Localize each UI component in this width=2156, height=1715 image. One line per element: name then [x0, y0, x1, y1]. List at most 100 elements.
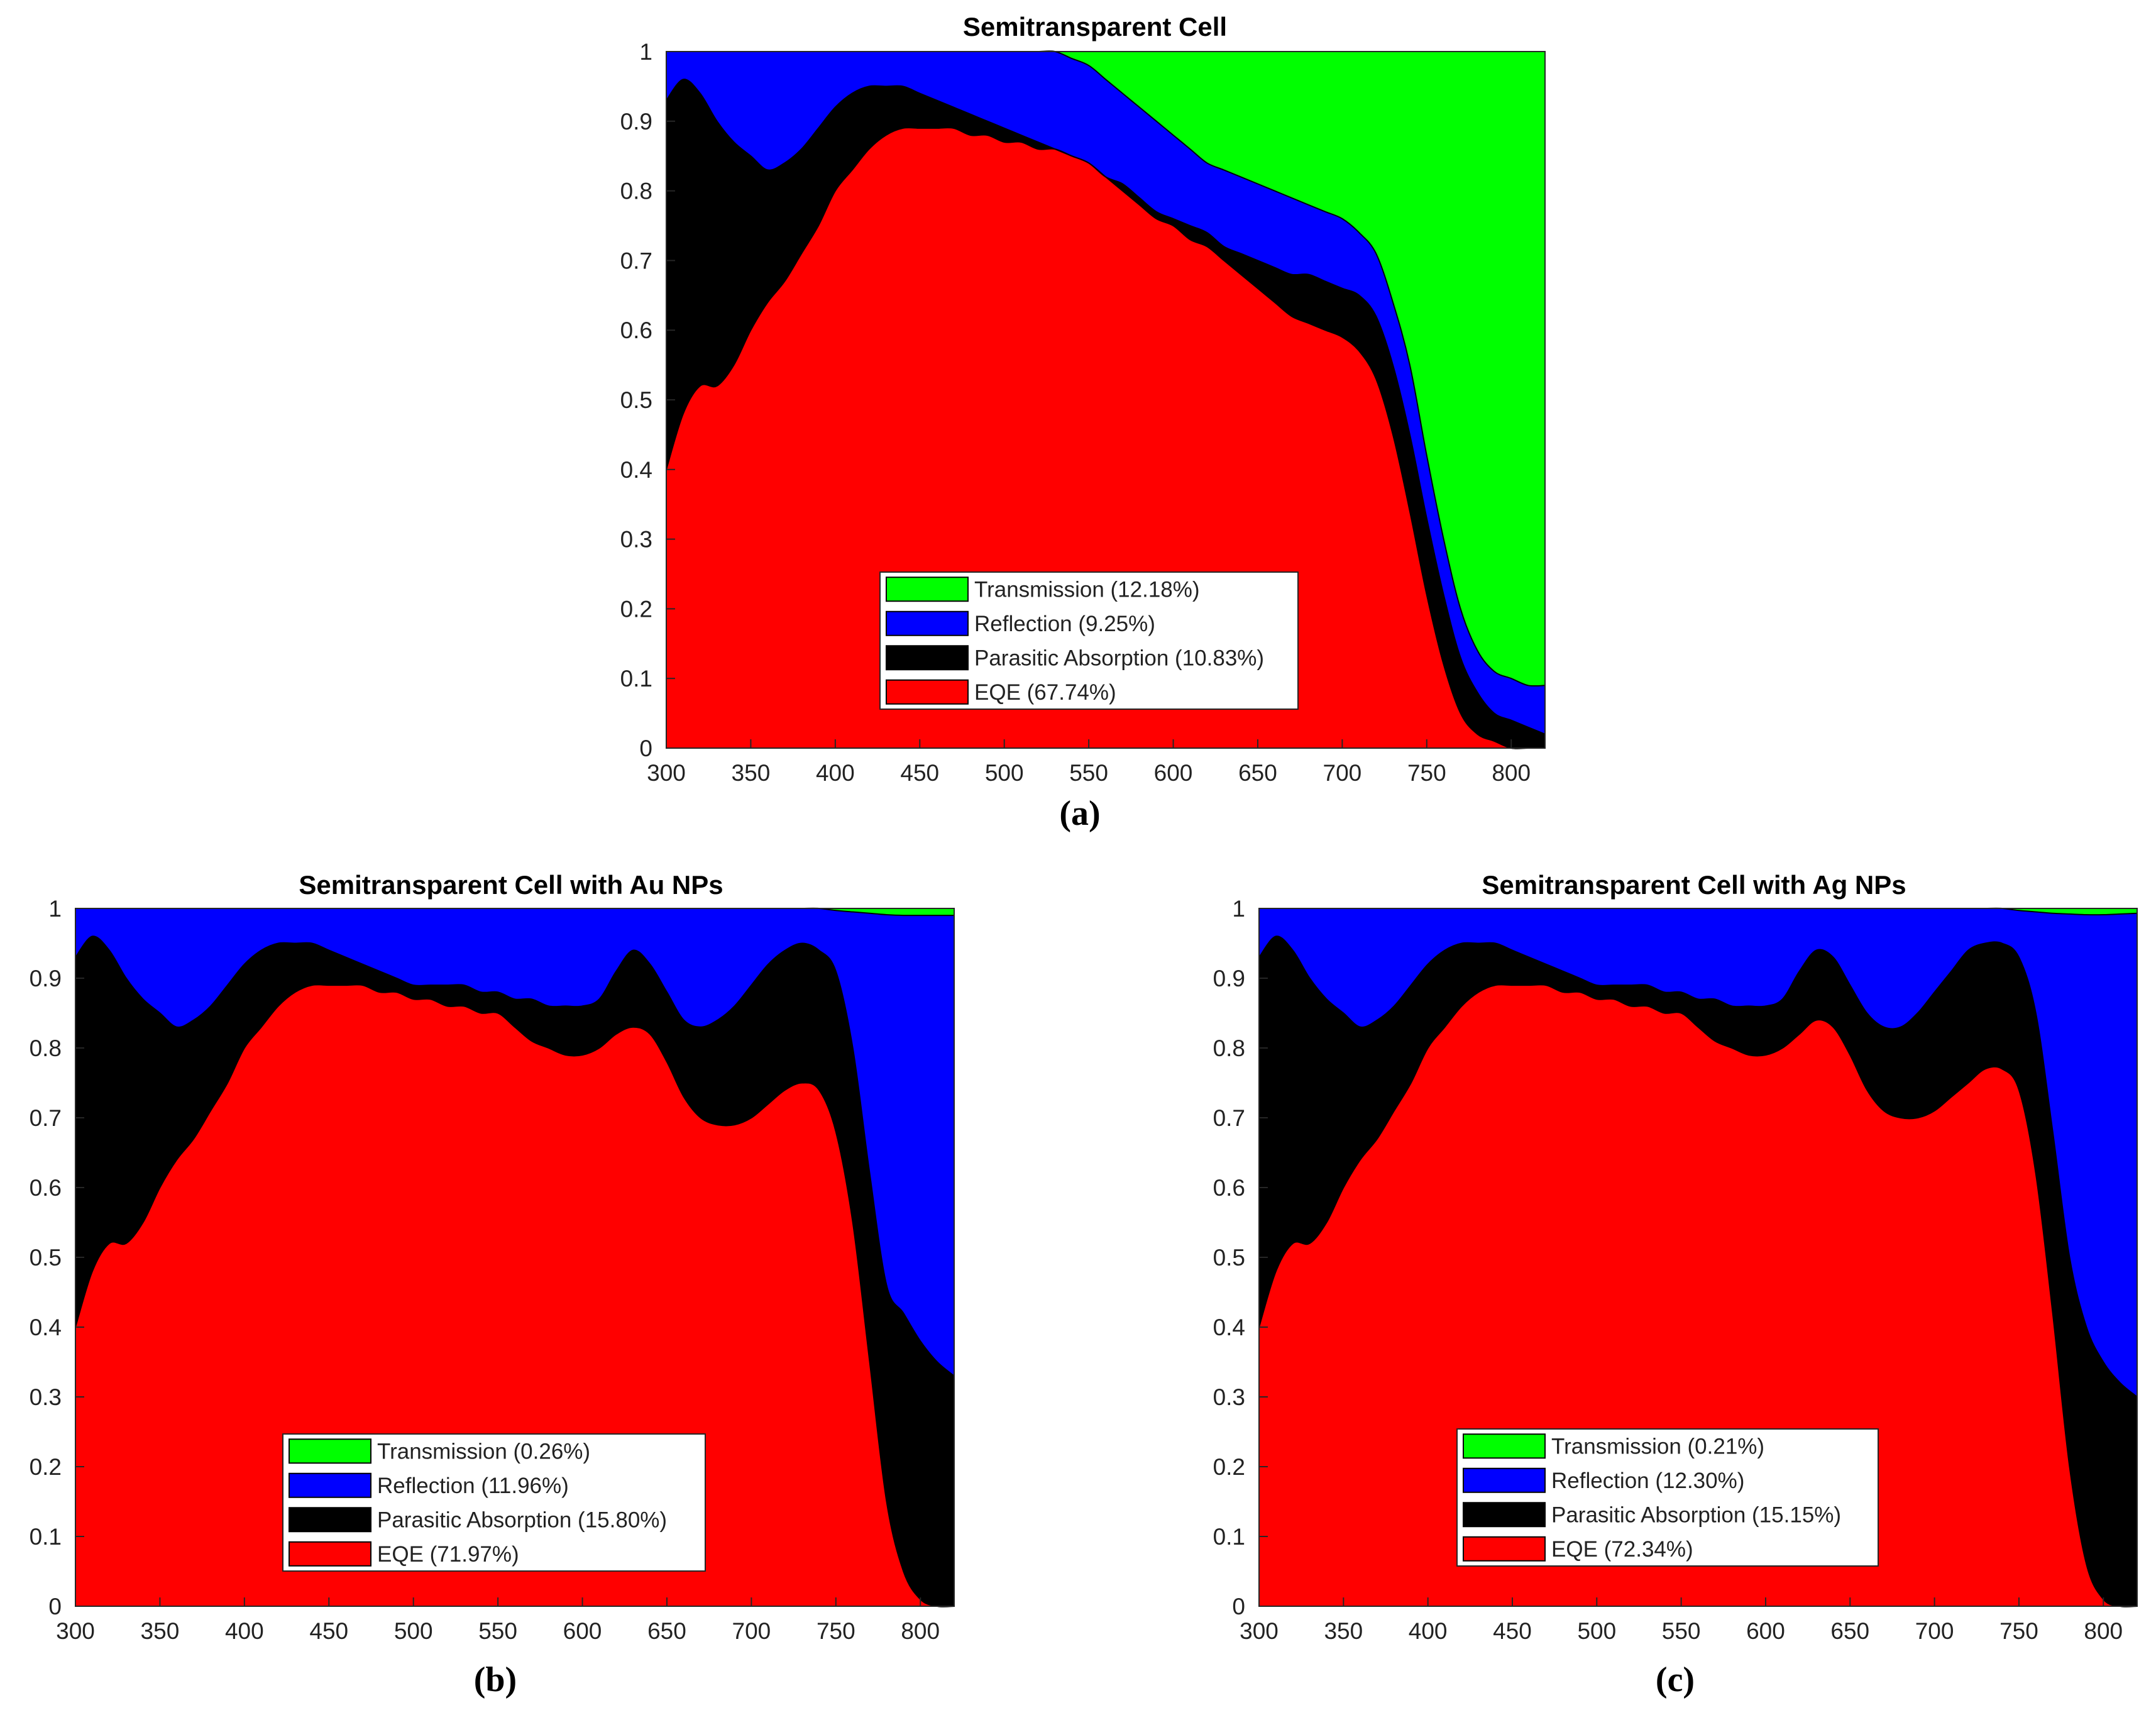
x-tick-label: 600 [563, 1618, 602, 1644]
legend: Transmission (12.18%) Reflection (9.25%) P… [879, 571, 1299, 710]
axes: 300 350 400 450 500 550 600 650 700 750 800 0 0.1 0.2… [1213, 896, 2138, 1644]
legend-swatch [886, 610, 969, 636]
y-tick-label: 0.7 [620, 248, 652, 273]
legend-swatch [1463, 1536, 1546, 1562]
x-tick-label: 750 [817, 1618, 855, 1644]
y-tick-label: 0.7 [30, 1105, 62, 1131]
x-tick-label: 600 [1746, 1618, 1785, 1644]
y-tick-label: 0.6 [620, 317, 652, 343]
legend-swatch [289, 1507, 371, 1533]
y-tick-label: 0.6 [30, 1175, 62, 1201]
x-tick-label: 400 [225, 1618, 264, 1644]
x-tick-label: 500 [1577, 1618, 1616, 1644]
x-tick-label: 500 [985, 760, 1024, 786]
legend: Transmission (0.26%) Reflection (11.96%) P… [282, 1433, 706, 1572]
band-boundary-line [75, 984, 955, 1607]
y-tick-label: 0.9 [30, 966, 62, 991]
y-tick-label: 0.8 [30, 1035, 62, 1061]
x-tick-label: 650 [647, 1618, 686, 1644]
x-tick-label: 700 [1323, 760, 1362, 786]
x-tick-label: 550 [478, 1618, 517, 1644]
legend-swatch [1463, 1467, 1546, 1493]
y-tick-label: 0.3 [1213, 1384, 1245, 1410]
y-tick-label: 0.4 [30, 1315, 62, 1340]
y-tick-label: 0.3 [30, 1384, 62, 1410]
panel-c: Semitransparent Cell with Ag NPs 300 350 4… [1213, 870, 2138, 1699]
y-tick-label: 0 [1232, 1594, 1245, 1619]
legend: Transmission (0.21%) Reflection (12.30%) P… [1456, 1428, 1879, 1567]
y-tick-label: 0.6 [1213, 1175, 1245, 1201]
x-tick-label: 400 [1409, 1618, 1448, 1644]
band-boundary-line [75, 935, 955, 1377]
legend-label: EQE (71.97%) [377, 1542, 519, 1567]
y-tick-label: 0.7 [1213, 1105, 1245, 1131]
x-tick-label: 650 [1830, 1618, 1869, 1644]
x-tick-label: 800 [2084, 1618, 2123, 1644]
axes: 300 350 400 450 500 550 600 650 700 750 800 0 0.1 0.2… [620, 39, 1546, 786]
legend-label: EQE (72.34%) [1551, 1537, 1693, 1562]
y-tick-label: 1 [1232, 896, 1245, 922]
legend-label: Transmission (12.18%) [974, 577, 1200, 602]
legend-swatch [289, 1541, 371, 1567]
x-tick-label: 300 [56, 1618, 95, 1644]
x-tick-label: 300 [1240, 1618, 1279, 1644]
x-tick-label: 300 [647, 760, 686, 786]
legend-label: Parasitic Absorption (15.15%) [1551, 1503, 1841, 1527]
x-tick-label: 750 [1999, 1618, 2038, 1644]
legend-label: Reflection (9.25%) [974, 612, 1155, 636]
x-tick-label: 700 [1915, 1618, 1954, 1644]
legend-swatch [886, 679, 969, 705]
x-tick-label: 700 [732, 1618, 771, 1644]
panel-caption: (a) [1059, 794, 1100, 833]
legend-swatch [886, 645, 969, 671]
panel-caption: (c) [1656, 1660, 1695, 1699]
legend-label: Reflection (11.96%) [377, 1474, 569, 1498]
y-tick-label: 0.4 [1213, 1315, 1245, 1340]
y-tick-label: 1 [639, 39, 652, 65]
x-tick-label: 750 [1407, 760, 1446, 786]
y-tick-label: 0.5 [30, 1245, 62, 1271]
band-boundary-line [666, 79, 1546, 735]
legend-label: Transmission (0.26%) [377, 1439, 590, 1464]
band-boundary-line [666, 127, 1545, 749]
legend-label: Transmission (0.21%) [1551, 1434, 1764, 1459]
y-tick-label: 0.9 [620, 109, 652, 135]
x-tick-label: 500 [394, 1618, 433, 1644]
y-tick-label: 0.2 [1213, 1454, 1245, 1480]
y-tick-label: 0 [48, 1594, 62, 1619]
x-tick-label: 800 [901, 1618, 940, 1644]
legend-swatch [289, 1438, 371, 1464]
chart-title: Semitransparent Cell with Ag NPs [1482, 870, 1906, 900]
y-tick-label: 0.1 [30, 1524, 62, 1550]
y-tick-label: 0.1 [1213, 1524, 1245, 1550]
band-boundary-line [1258, 935, 2138, 1398]
legend-label: EQE (67.74%) [974, 680, 1116, 705]
legend-label: Reflection (12.30%) [1551, 1469, 1744, 1493]
chart-title: Semitransparent Cell with Au NPs [299, 870, 723, 900]
legend-swatch [289, 1472, 371, 1498]
y-tick-label: 0.2 [30, 1454, 62, 1480]
legend-swatch [1463, 1433, 1546, 1459]
panel-a: Semitransparent Cell 300 350 400 450 500 550 6… [620, 12, 1546, 833]
legend-label: Parasitic Absorption (10.83%) [974, 646, 1264, 670]
y-tick-label: 0.2 [620, 596, 652, 622]
x-tick-label: 450 [1493, 1618, 1532, 1644]
x-tick-label: 800 [1492, 760, 1531, 786]
y-tick-label: 0.3 [620, 527, 652, 553]
x-tick-label: 450 [900, 760, 939, 786]
x-tick-label: 350 [141, 1618, 180, 1644]
x-tick-label: 450 [309, 1618, 348, 1644]
y-tick-label: 1 [48, 896, 62, 922]
y-tick-label: 0.5 [1213, 1245, 1245, 1271]
x-tick-label: 600 [1154, 760, 1193, 786]
x-tick-label: 350 [1324, 1618, 1363, 1644]
x-tick-label: 650 [1238, 760, 1277, 786]
y-tick-label: 0.1 [620, 666, 652, 692]
panel-b: Semitransparent Cell with Au NPs 300 350 4… [30, 870, 955, 1699]
legend-swatch [886, 576, 969, 602]
y-tick-label: 0.9 [1213, 966, 1245, 991]
band-boundary-line [1258, 984, 2138, 1607]
y-tick-label: 0.8 [1213, 1035, 1245, 1061]
y-tick-label: 0.5 [620, 387, 652, 413]
